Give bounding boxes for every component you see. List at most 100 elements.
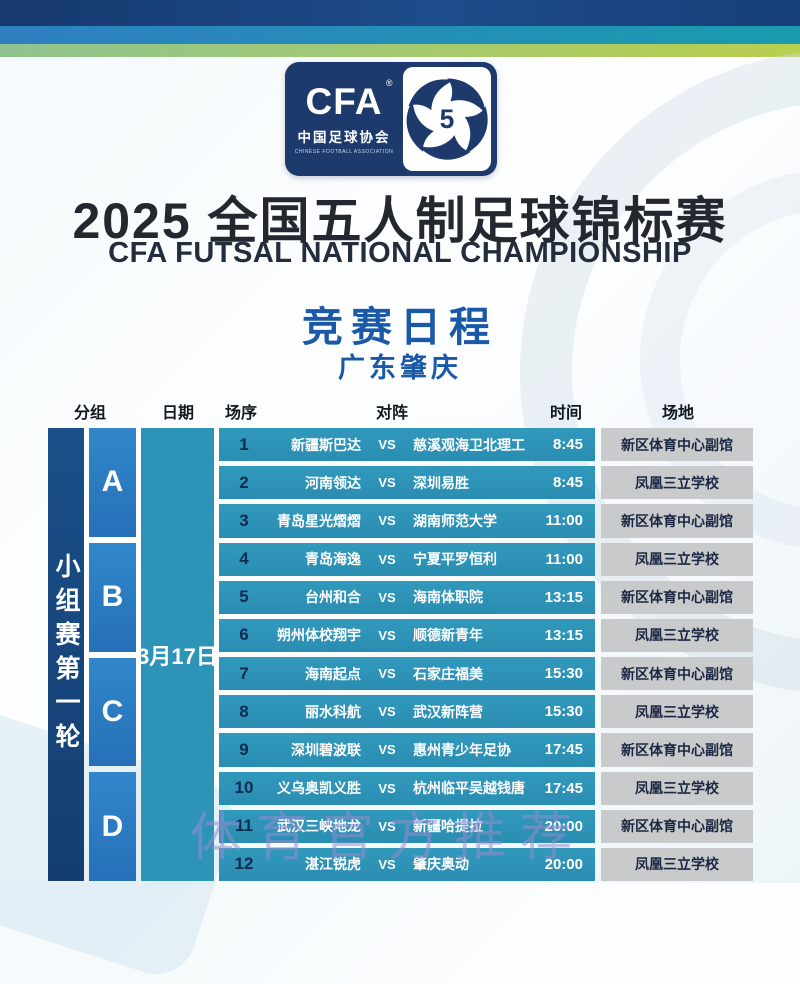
match-column: 1 新疆斯巴达 VS 慈溪观海卫北理工 8:45 2 河南领达 VS 深圳易胜 8:45 3 青岛星光… xyxy=(219,428,595,882)
match-number: 12 xyxy=(234,854,254,874)
home-team: 朔州体校翔宇 xyxy=(277,627,362,644)
home-team: 义乌奥凯义胜 xyxy=(277,780,362,797)
match-number: 7 xyxy=(239,663,249,683)
match-time: 11:00 xyxy=(545,550,583,568)
match-number: 9 xyxy=(239,739,249,759)
match-number: 4 xyxy=(239,549,249,569)
vs-label: VS xyxy=(378,627,396,643)
away-team: 惠州青少年足协 xyxy=(413,741,512,758)
header-matchup: 对阵 xyxy=(375,405,409,422)
venue-cell: 新区体育中心副馆 xyxy=(601,657,753,691)
match-number: 6 xyxy=(239,625,249,645)
match-time: 8:45 xyxy=(552,436,583,454)
schedule-heading: 竞赛日程 xyxy=(302,304,498,350)
match-time: 15:30 xyxy=(544,703,583,721)
away-team: 肇庆奥动 xyxy=(413,856,470,873)
venue-cell: 凤凰三立学校 xyxy=(601,771,753,805)
futsal-emblem-panel: 5 xyxy=(403,67,491,171)
round-label-bar: 小组赛第一轮 xyxy=(48,428,84,881)
away-team: 杭州临平吴越钱唐 xyxy=(413,780,526,797)
registered-mark: ® xyxy=(385,78,394,88)
event-title-cn: 2025 全国五人制足球锦标赛 xyxy=(72,193,728,249)
away-team: 宁夏平罗恒利 xyxy=(413,551,498,568)
group-cell-d: D xyxy=(89,772,136,881)
away-team: 深圳易胜 xyxy=(413,474,470,491)
home-team: 青岛海逸 xyxy=(305,551,362,568)
match-time: 20:00 xyxy=(544,817,583,835)
match-time: 20:00 xyxy=(544,855,583,873)
match-row: 6 朔州体校翔宇 VS 顺德新青年 13:15 xyxy=(219,618,595,653)
match-time: 17:45 xyxy=(544,779,583,797)
venue-cell: 凤凰三立学校 xyxy=(601,466,753,500)
venue-cell: 新区体育中心副馆 xyxy=(601,733,753,767)
vs-label: VS xyxy=(378,437,396,453)
top-blue-stripe xyxy=(0,26,800,44)
match-row: 12 湛江锐虎 VS 肇庆奥动 20:00 xyxy=(219,847,595,882)
vs-label: VS xyxy=(378,589,396,605)
home-team: 青岛星光熠熠 xyxy=(277,512,362,529)
group-cell-a: A xyxy=(89,428,136,537)
away-team: 武汉新阵营 xyxy=(413,703,484,720)
vs-label: VS xyxy=(378,513,396,529)
match-row: 5 台州和合 VS 海南体职院 13:15 xyxy=(219,580,595,614)
vs-label: VS xyxy=(378,742,396,758)
date-column: 3月17日 xyxy=(137,428,218,881)
futsal-swirl-icon: 5 xyxy=(406,78,488,160)
home-team: 海南起点 xyxy=(305,665,362,682)
header-venue: 场地 xyxy=(661,405,695,422)
header-time: 时间 xyxy=(549,405,583,422)
vs-label: VS xyxy=(378,551,396,567)
match-date: 3月17日 xyxy=(137,643,218,669)
venue-cell: 凤凰三立学校 xyxy=(601,847,753,882)
vs-label: VS xyxy=(378,666,396,682)
match-time: 17:45 xyxy=(544,741,583,759)
away-team: 顺德新青年 xyxy=(413,627,484,644)
home-team: 新疆斯巴达 xyxy=(291,436,362,453)
group-cell-c: C xyxy=(89,657,136,767)
away-team: 慈溪观海卫北理工 xyxy=(413,436,526,453)
vs-label: VS xyxy=(378,856,396,872)
match-row: 2 河南领达 VS 深圳易胜 8:45 xyxy=(219,466,595,500)
cfa-name-en: CHINESE FOOTBALL ASSOCIATION xyxy=(294,149,394,155)
venue-cell: 新区体育中心副馆 xyxy=(601,504,753,538)
vs-label: VS xyxy=(378,818,396,834)
away-team: 湖南师范大学 xyxy=(413,512,498,529)
venue-cell: 新区体育中心副馆 xyxy=(601,580,753,614)
header-date: 日期 xyxy=(161,405,195,422)
away-team: 新疆哈提拉 xyxy=(413,818,484,835)
venue-column: 新区体育中心副馆 凤凰三立学校 新区体育中心副馆 凤凰三立学校 新区体育中心副馆 凤凰三立… xyxy=(601,428,753,882)
group-cell-b: B xyxy=(89,542,136,652)
header-match-no: 场序 xyxy=(224,405,258,422)
match-row: 7 海南起点 VS 石家庄福美 15:30 xyxy=(219,657,595,691)
match-time: 13:15 xyxy=(544,588,583,606)
cfa-abbr: CFA ® xyxy=(305,79,393,122)
match-number: 10 xyxy=(234,778,254,798)
venue-cell: 新区体育中心副馆 xyxy=(601,428,753,462)
match-number: 2 xyxy=(239,472,249,492)
match-row: 4 青岛海逸 VS 宁夏平罗恒利 11:00 xyxy=(219,542,595,576)
vs-label: VS xyxy=(378,704,396,720)
match-time: 13:15 xyxy=(544,626,583,644)
match-time: 15:30 xyxy=(544,665,583,683)
venue-cell: 凤凰三立学校 xyxy=(601,542,753,576)
match-row: 3 青岛星光熠熠 VS 湖南师范大学 11:00 xyxy=(219,504,595,538)
home-team: 台州和合 xyxy=(305,589,362,606)
emblem-number: 5 xyxy=(440,104,455,134)
cfa-abbr-text: CFA xyxy=(305,81,383,122)
match-number: 5 xyxy=(239,587,249,607)
away-team: 石家庄福美 xyxy=(413,665,484,682)
home-team: 湛江锐虎 xyxy=(305,856,362,873)
event-title-en: CFA FUTSAL NATIONAL CHAMPIONSHIP xyxy=(108,237,692,269)
venue-cell: 新区体育中心副馆 xyxy=(601,809,753,843)
match-time: 11:00 xyxy=(545,512,583,530)
match-row: 9 深圳碧波联 VS 惠州青少年足协 17:45 xyxy=(219,733,595,767)
vs-label: VS xyxy=(378,475,396,491)
match-row: 8 丽水科航 VS 武汉新阵营 15:30 xyxy=(219,695,595,729)
home-team: 深圳碧波联 xyxy=(291,741,362,758)
match-number: 1 xyxy=(239,434,249,454)
match-row: 1 新疆斯巴达 VS 慈溪观海卫北理工 8:45 xyxy=(219,428,595,462)
match-row: 10 义乌奥凯义胜 VS 杭州临平吴越钱唐 17:45 xyxy=(219,771,595,805)
vs-label: VS xyxy=(378,780,396,796)
